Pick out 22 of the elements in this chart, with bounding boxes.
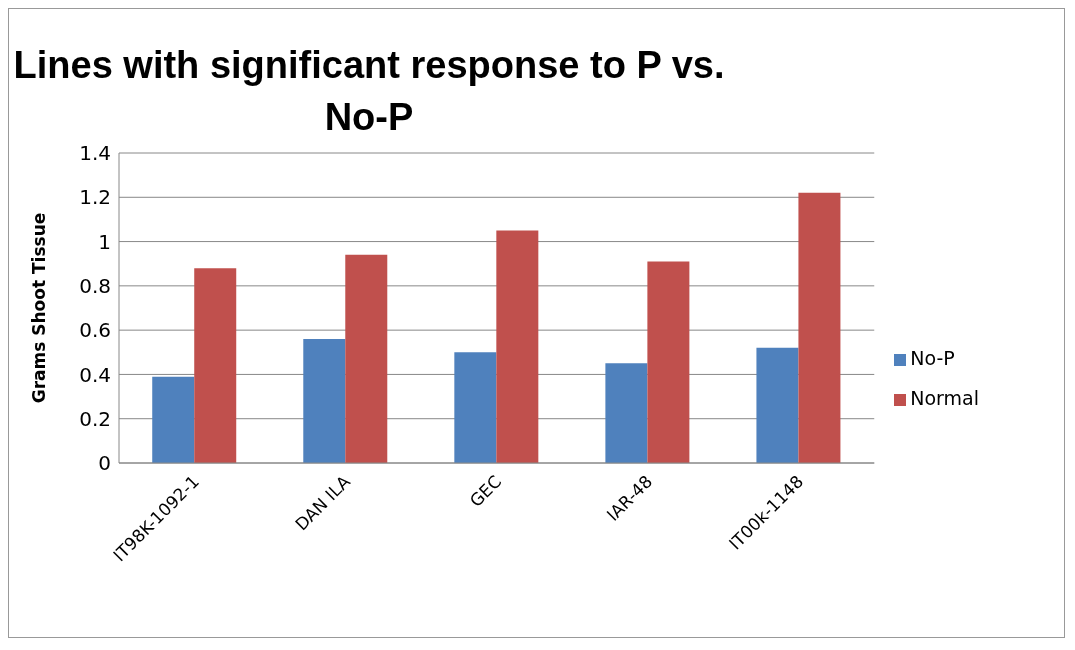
bar [605, 363, 648, 463]
bar [345, 254, 388, 463]
y-tick-label: 1 [98, 229, 111, 254]
y-tick-label: 1.2 [79, 185, 111, 210]
y-tick-label: 0.2 [79, 406, 111, 431]
bar [152, 376, 195, 463]
bar [194, 268, 237, 463]
legend-label: Normal [910, 387, 979, 409]
chart-title: Lines with significant response to P vs. No-P [12, 43, 726, 140]
bar [303, 339, 346, 463]
y-tick-label: 1.4 [79, 141, 111, 166]
bar [756, 347, 799, 463]
bar [454, 352, 497, 463]
y-tick-label: 0.4 [79, 362, 111, 387]
bar [496, 230, 539, 463]
legend-label: No-P [910, 347, 955, 369]
y-tick-label: 0 [98, 451, 111, 476]
bar [798, 192, 841, 463]
y-tick-label: 0.8 [79, 273, 111, 298]
bar [647, 261, 690, 463]
y-axis-title: Grams Shoot Tissue [29, 212, 50, 404]
y-tick-label: 0.6 [79, 318, 111, 343]
